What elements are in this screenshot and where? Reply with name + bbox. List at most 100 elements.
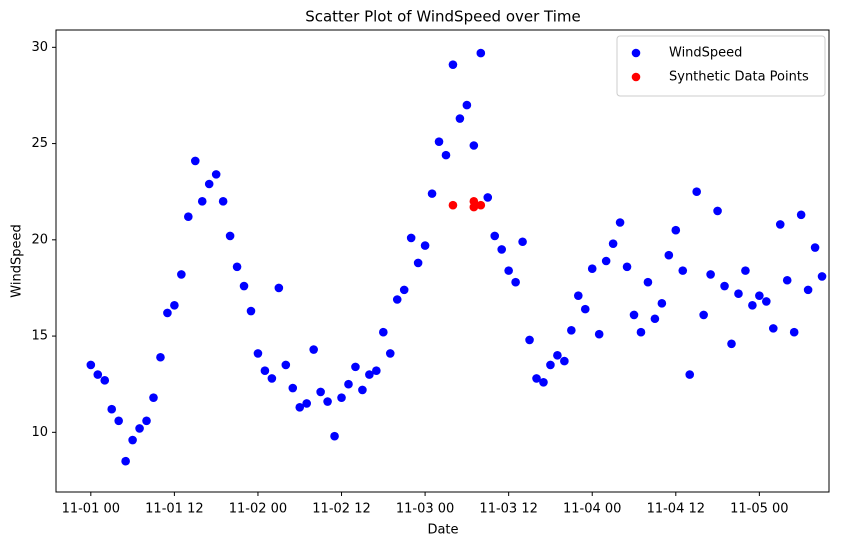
point xyxy=(768,324,778,333)
point xyxy=(309,345,318,354)
point xyxy=(817,272,827,281)
point xyxy=(406,233,416,243)
x-tick-label: 11-04 00 xyxy=(563,502,621,517)
y-tick-label: 20 xyxy=(31,232,48,247)
point xyxy=(518,237,527,247)
point xyxy=(330,431,339,441)
point xyxy=(281,360,291,370)
point xyxy=(253,349,263,358)
point xyxy=(358,385,367,395)
point xyxy=(810,243,820,252)
point xyxy=(587,264,597,274)
x-tick-label: 11-05 00 xyxy=(730,502,788,517)
point xyxy=(580,304,590,314)
point xyxy=(142,416,151,426)
point xyxy=(197,197,207,206)
point xyxy=(601,256,611,266)
legend-marker xyxy=(631,48,641,58)
point xyxy=(413,258,423,268)
point xyxy=(727,339,736,349)
point xyxy=(121,456,130,466)
point xyxy=(664,250,674,260)
point xyxy=(323,397,332,406)
point xyxy=(789,327,799,337)
point xyxy=(462,100,472,110)
point xyxy=(128,435,137,445)
point xyxy=(448,60,458,69)
point xyxy=(511,277,520,287)
point xyxy=(469,141,479,150)
point xyxy=(184,212,193,222)
point xyxy=(107,404,117,414)
x-tick-label: 11-02 00 xyxy=(229,502,287,517)
x-tick-label: 11-04 12 xyxy=(647,502,705,517)
x-axis-label: Date xyxy=(427,523,458,538)
y-tick-label: 10 xyxy=(31,425,48,440)
point xyxy=(399,285,409,295)
point xyxy=(392,295,402,304)
point xyxy=(608,239,618,248)
point xyxy=(692,187,701,196)
legend-marker xyxy=(631,72,641,82)
point xyxy=(775,220,785,229)
point xyxy=(114,416,123,426)
point xyxy=(803,285,813,295)
point xyxy=(344,379,353,389)
point xyxy=(573,291,583,300)
y-tick-label: 15 xyxy=(31,329,48,344)
point xyxy=(93,370,103,379)
point xyxy=(497,245,506,254)
point xyxy=(448,200,458,210)
y-axis-label: WindSpeed xyxy=(10,224,25,297)
point xyxy=(211,170,221,179)
point xyxy=(365,370,374,379)
point xyxy=(476,48,486,58)
y-tick-label: 25 xyxy=(31,136,48,151)
point xyxy=(782,275,792,285)
point xyxy=(225,231,235,241)
plot-frame xyxy=(55,29,830,493)
legend-label: Synthetic Data Points xyxy=(669,70,809,85)
legend-label: WindSpeed xyxy=(669,46,742,61)
point xyxy=(316,387,325,397)
point xyxy=(218,197,228,206)
point xyxy=(713,206,722,216)
point xyxy=(567,326,576,335)
point xyxy=(755,291,764,300)
point xyxy=(594,329,604,339)
point xyxy=(560,356,569,366)
point xyxy=(86,360,96,370)
x-tick-label: 11-01 00 xyxy=(62,502,120,517)
point xyxy=(657,299,667,308)
point xyxy=(149,393,158,402)
point xyxy=(546,360,555,370)
point xyxy=(372,366,381,376)
point xyxy=(246,306,256,316)
point xyxy=(267,374,277,383)
point xyxy=(177,270,186,279)
point xyxy=(170,300,179,310)
x-tick-label: 11-01 12 xyxy=(145,502,203,517)
point xyxy=(156,352,165,362)
y-tick-label: 30 xyxy=(31,40,48,55)
point xyxy=(615,218,625,227)
point xyxy=(748,300,757,310)
point xyxy=(636,327,646,337)
point xyxy=(455,114,465,123)
point xyxy=(427,189,437,198)
point xyxy=(490,231,500,241)
point xyxy=(337,393,346,402)
point xyxy=(288,383,298,393)
point xyxy=(476,200,486,210)
point xyxy=(274,283,284,293)
point xyxy=(469,202,479,212)
point xyxy=(441,150,451,160)
point xyxy=(671,225,681,235)
x-tick-label: 11-03 00 xyxy=(396,502,454,517)
point xyxy=(622,262,632,272)
point xyxy=(762,297,771,306)
point xyxy=(706,270,715,279)
point xyxy=(351,362,360,372)
point xyxy=(525,335,534,345)
